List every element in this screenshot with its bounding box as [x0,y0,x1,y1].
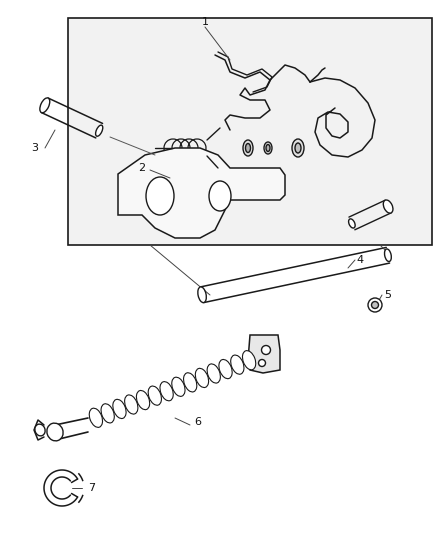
Ellipse shape [159,382,173,401]
Ellipse shape [195,368,208,387]
Ellipse shape [101,404,114,423]
Ellipse shape [124,395,138,414]
Ellipse shape [207,364,220,383]
Ellipse shape [265,144,269,151]
Text: 6: 6 [194,417,201,427]
Ellipse shape [113,399,126,418]
Ellipse shape [40,98,49,113]
Ellipse shape [294,143,300,153]
Ellipse shape [230,355,244,374]
Ellipse shape [243,140,252,156]
Ellipse shape [382,200,392,213]
Ellipse shape [348,219,354,228]
Text: 3: 3 [32,143,39,153]
Ellipse shape [183,373,196,392]
Ellipse shape [367,298,381,312]
Text: 7: 7 [88,483,95,493]
Ellipse shape [258,359,265,367]
Ellipse shape [35,424,45,436]
Ellipse shape [242,351,255,370]
Ellipse shape [136,391,149,410]
Polygon shape [68,18,431,245]
Ellipse shape [245,143,250,152]
Ellipse shape [219,359,232,378]
Text: 1: 1 [201,17,208,27]
Ellipse shape [263,142,272,154]
Ellipse shape [95,125,102,136]
Ellipse shape [291,139,303,157]
Ellipse shape [89,408,102,427]
Ellipse shape [171,377,184,397]
Ellipse shape [146,177,173,215]
Ellipse shape [384,249,390,262]
Ellipse shape [47,423,63,441]
Ellipse shape [198,287,206,303]
Ellipse shape [371,302,378,309]
Text: 2: 2 [138,163,145,173]
Text: 4: 4 [356,255,363,265]
Polygon shape [247,335,279,373]
Text: 5: 5 [384,290,391,300]
Ellipse shape [208,181,230,211]
Polygon shape [118,148,284,238]
Ellipse shape [148,386,161,405]
Ellipse shape [261,345,270,354]
